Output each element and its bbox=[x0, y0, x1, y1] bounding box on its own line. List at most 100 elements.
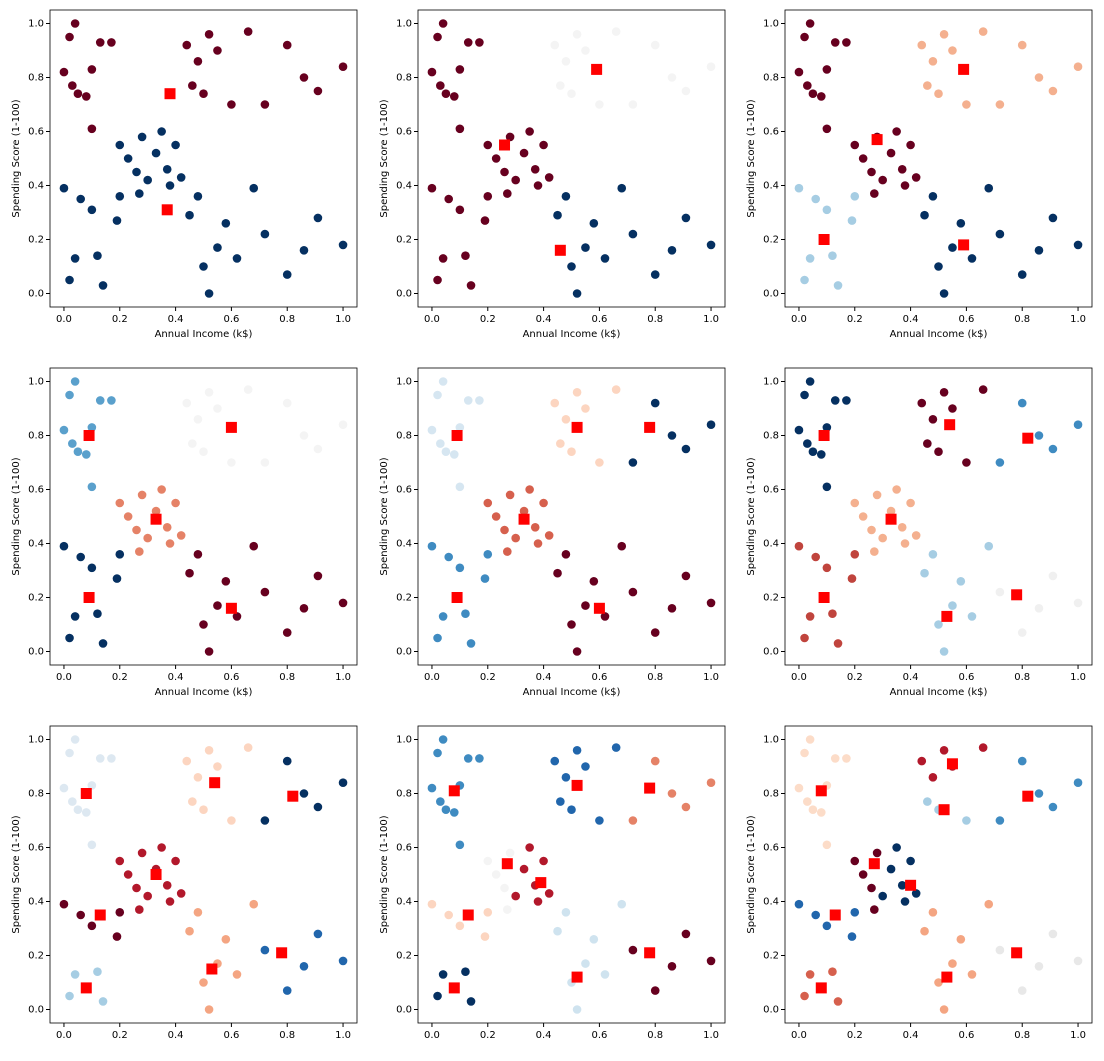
point bbox=[805, 970, 815, 979]
point bbox=[917, 40, 927, 50]
point bbox=[182, 756, 192, 766]
centroid bbox=[818, 430, 830, 441]
point bbox=[282, 986, 292, 995]
point bbox=[628, 229, 638, 239]
y-tick-label: 0.2 bbox=[763, 951, 779, 962]
point bbox=[449, 92, 459, 101]
point bbox=[299, 789, 309, 798]
point bbox=[567, 620, 576, 629]
point bbox=[794, 783, 804, 793]
x-tick-label: 0.6 bbox=[958, 1030, 974, 1041]
x-tick-label: 0.4 bbox=[903, 314, 919, 325]
point bbox=[503, 547, 512, 556]
point bbox=[886, 148, 896, 158]
point bbox=[199, 262, 208, 271]
point bbox=[213, 243, 222, 252]
point bbox=[98, 281, 108, 290]
point bbox=[87, 781, 97, 790]
axes-frame bbox=[784, 9, 1093, 308]
point bbox=[1017, 986, 1027, 995]
point bbox=[572, 30, 582, 39]
point bbox=[794, 541, 804, 551]
point bbox=[962, 458, 971, 467]
point bbox=[204, 30, 214, 39]
point bbox=[572, 1005, 582, 1014]
point bbox=[1034, 73, 1044, 82]
point bbox=[199, 805, 208, 814]
point bbox=[962, 100, 971, 109]
y-tick-label: 1.0 bbox=[28, 19, 44, 30]
point bbox=[193, 57, 203, 66]
point bbox=[213, 404, 222, 413]
point bbox=[65, 275, 74, 285]
y-tick-label: 0.4 bbox=[28, 181, 44, 192]
point bbox=[427, 67, 437, 77]
point bbox=[830, 38, 840, 47]
y-tick-label: 0.4 bbox=[763, 897, 779, 908]
centroid bbox=[451, 592, 463, 603]
point bbox=[850, 192, 860, 201]
x-tick-label: 0.4 bbox=[903, 1030, 919, 1041]
point bbox=[794, 425, 804, 435]
x-tick-label: 0.6 bbox=[591, 314, 607, 325]
y-axis-label: Spending Score (1-100) bbox=[11, 457, 22, 575]
point bbox=[995, 816, 1005, 825]
centroid bbox=[571, 421, 583, 433]
point bbox=[550, 756, 560, 766]
y-tick-label: 0.6 bbox=[396, 843, 412, 854]
point bbox=[93, 609, 102, 618]
point bbox=[811, 552, 820, 562]
point bbox=[667, 962, 677, 971]
point bbox=[199, 89, 208, 98]
axes-frame bbox=[417, 9, 726, 308]
y-axis-label: Spending Score (1-100) bbox=[746, 99, 757, 217]
point bbox=[650, 40, 660, 50]
point bbox=[934, 978, 943, 987]
point bbox=[483, 908, 493, 917]
point bbox=[438, 970, 448, 979]
point bbox=[132, 167, 141, 177]
point bbox=[833, 997, 843, 1006]
point bbox=[811, 194, 820, 204]
y-tick-label: 1.0 bbox=[28, 735, 44, 746]
centroid bbox=[868, 858, 880, 870]
x-tick-label: 0.8 bbox=[647, 672, 663, 683]
centroid bbox=[209, 777, 221, 789]
point bbox=[466, 281, 476, 290]
point bbox=[667, 73, 677, 82]
point bbox=[858, 870, 868, 879]
point bbox=[553, 568, 562, 578]
point bbox=[589, 219, 599, 228]
centroid bbox=[501, 858, 513, 870]
centroid bbox=[448, 982, 460, 994]
y-tick-label: 0.6 bbox=[763, 843, 779, 854]
point bbox=[628, 587, 638, 597]
point bbox=[920, 568, 929, 578]
point bbox=[628, 100, 638, 109]
point bbox=[850, 498, 860, 508]
point bbox=[828, 251, 837, 260]
point bbox=[123, 512, 133, 521]
point bbox=[199, 447, 208, 457]
centroid bbox=[818, 234, 830, 245]
point bbox=[433, 633, 442, 643]
x-tick-label: 0.2 bbox=[480, 314, 496, 325]
point bbox=[928, 908, 938, 917]
point bbox=[519, 148, 529, 158]
point bbox=[511, 891, 520, 901]
point bbox=[70, 612, 80, 621]
point bbox=[93, 967, 102, 976]
centroid bbox=[815, 982, 827, 994]
point bbox=[550, 398, 560, 408]
y-tick-label: 0.6 bbox=[763, 485, 779, 496]
point bbox=[475, 38, 484, 47]
point bbox=[455, 423, 465, 432]
x-tick-label: 0.4 bbox=[168, 314, 184, 325]
point bbox=[525, 843, 534, 852]
centroid bbox=[225, 602, 237, 614]
point bbox=[572, 647, 582, 656]
point bbox=[176, 173, 186, 182]
point bbox=[436, 81, 445, 90]
point bbox=[59, 67, 69, 77]
point bbox=[906, 498, 915, 508]
